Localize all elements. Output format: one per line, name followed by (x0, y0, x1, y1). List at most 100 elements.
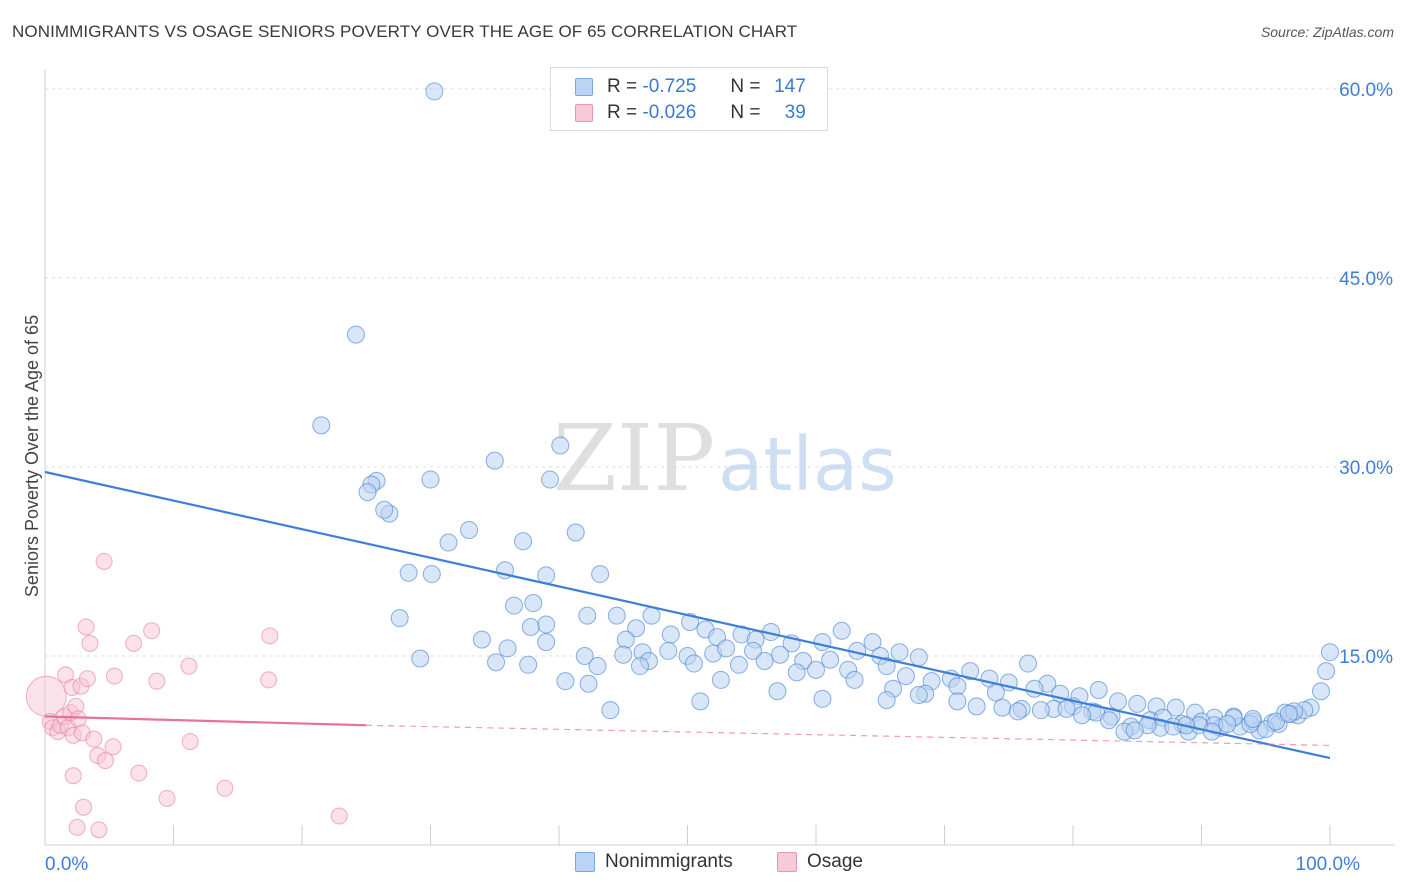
nonimmigrants-point (524, 594, 543, 613)
osage-point (330, 807, 348, 825)
nonimmigrants-point (439, 533, 458, 552)
legend-item-nonimmigrants[interactable]: Nonimmigrants (575, 851, 733, 873)
legend-swatch-blue (575, 852, 595, 872)
nonimmigrants-point (948, 692, 967, 711)
nonimmigrants-point (614, 645, 633, 664)
nonimmigrants-point (616, 630, 635, 649)
nonimmigrants-point (961, 662, 980, 681)
nonimmigrants-point (358, 483, 377, 502)
nonimmigrants-point (627, 619, 646, 638)
nonimmigrants-point (863, 633, 882, 652)
nonimmigrants-point (519, 655, 538, 674)
nonimmigrants-point (630, 657, 649, 676)
nonimmigrants-point (993, 698, 1012, 717)
n-value: 39 (784, 102, 806, 123)
osage-point (85, 730, 103, 748)
nonimmigrants-point (768, 682, 787, 701)
nonimmigrants-point (1312, 682, 1331, 701)
osage-point (68, 818, 86, 836)
y-tick-label: 45.0% (1339, 269, 1393, 290)
osage-point (78, 670, 96, 688)
nonimmigrants-point (537, 615, 556, 634)
osage-point (77, 618, 95, 636)
nonimmigrants-point (1057, 699, 1076, 718)
nonimmigrants-point (877, 657, 896, 676)
nonimmigrants-point (642, 606, 661, 625)
nonimmigrants-point (1019, 654, 1038, 673)
nonimmigrants-point (541, 470, 560, 489)
n-value: 147 (774, 76, 806, 97)
nonimmigrants-point (607, 606, 626, 625)
osage-point (216, 779, 234, 797)
nonimmigrants-point (579, 674, 598, 693)
grid-lines (45, 88, 1395, 657)
r-value: -0.026 (642, 102, 697, 123)
osage-point (148, 672, 166, 690)
n-label: N = (730, 102, 761, 123)
nonimmigrants-point (813, 633, 832, 652)
nonimmigrants-point (1089, 681, 1108, 699)
nonimmigrants-point (832, 621, 851, 640)
nonimmigrants-point (422, 565, 441, 584)
nonimmigrants-point (390, 609, 409, 628)
legend-label: Nonimmigrants (605, 851, 733, 872)
osage-point (104, 738, 122, 756)
watermark-atlas: atlas (718, 422, 897, 508)
nonimmigrants-point (1317, 662, 1336, 681)
nonimmigrants-point (744, 641, 763, 660)
osage-point (105, 667, 123, 685)
nonimmigrants-point (729, 655, 748, 674)
y-tick-label: 60.0% (1339, 80, 1393, 101)
legend-item-osage[interactable]: Osage (777, 851, 863, 873)
nonimmigrants-point (591, 565, 610, 584)
legend-swatch-pink (777, 852, 797, 872)
osage-point (260, 671, 278, 689)
osage-point (64, 767, 82, 785)
nonimmigrants-point (566, 523, 585, 542)
y-axis-label: Seniors Poverty Over the Age of 65 (22, 315, 42, 597)
legend-swatch-pink (575, 104, 593, 122)
nonimmigrants-point (1279, 704, 1298, 723)
nonimmigrants-point (1108, 692, 1127, 711)
nonimmigrants-point (601, 701, 620, 720)
nonimmigrants-point (813, 689, 832, 708)
x-tick-label: 100.0% (1296, 854, 1361, 875)
osage-point (75, 798, 93, 816)
trend-lines (44, 470, 1331, 760)
nonimmigrants-point (1031, 701, 1050, 720)
osage-point (180, 657, 198, 675)
nonimmigrants-point (909, 686, 928, 705)
nonimmigrants-point (588, 657, 607, 676)
osage-point (130, 764, 148, 782)
r-label: R = (607, 76, 638, 97)
chart-title: NONIMMIGRANTS VS OSAGE SENIORS POVERTY O… (12, 22, 798, 41)
nonimmigrants-point (787, 663, 806, 682)
legend-row-nonimmigrants: R = -0.725 N = 147 (575, 75, 806, 99)
nonimmigrants-point (578, 606, 597, 625)
nonimmigrants-point (498, 639, 517, 658)
osage-point (95, 552, 113, 570)
legend-swatch-blue (575, 78, 593, 96)
osage-point (143, 622, 161, 640)
nonimmigrants-point (684, 654, 703, 673)
osage-point (181, 733, 199, 751)
nonimmigrants-point (375, 500, 394, 519)
osage-point (90, 821, 108, 839)
nonimmigrants-point (472, 630, 491, 649)
osage-point (158, 789, 176, 807)
nonimmigrants-point (485, 451, 504, 470)
nonimmigrants-point (661, 625, 680, 644)
nonimmigrants-point (551, 436, 570, 455)
legend-label: Osage (807, 851, 863, 872)
r-value: -0.725 (642, 76, 697, 97)
nonimmigrants-point (845, 670, 864, 689)
nonimmigrants-point (1218, 715, 1237, 734)
nonimmigrants-point (1072, 706, 1091, 725)
nonimmigrants-point (1125, 721, 1144, 740)
osage-trend-line-extension (366, 724, 1331, 747)
n-label: N = (730, 76, 761, 97)
watermark-zip: ZIP (553, 405, 715, 512)
nonimmigrants-point (967, 697, 986, 716)
nonimmigrants-point (807, 660, 825, 679)
